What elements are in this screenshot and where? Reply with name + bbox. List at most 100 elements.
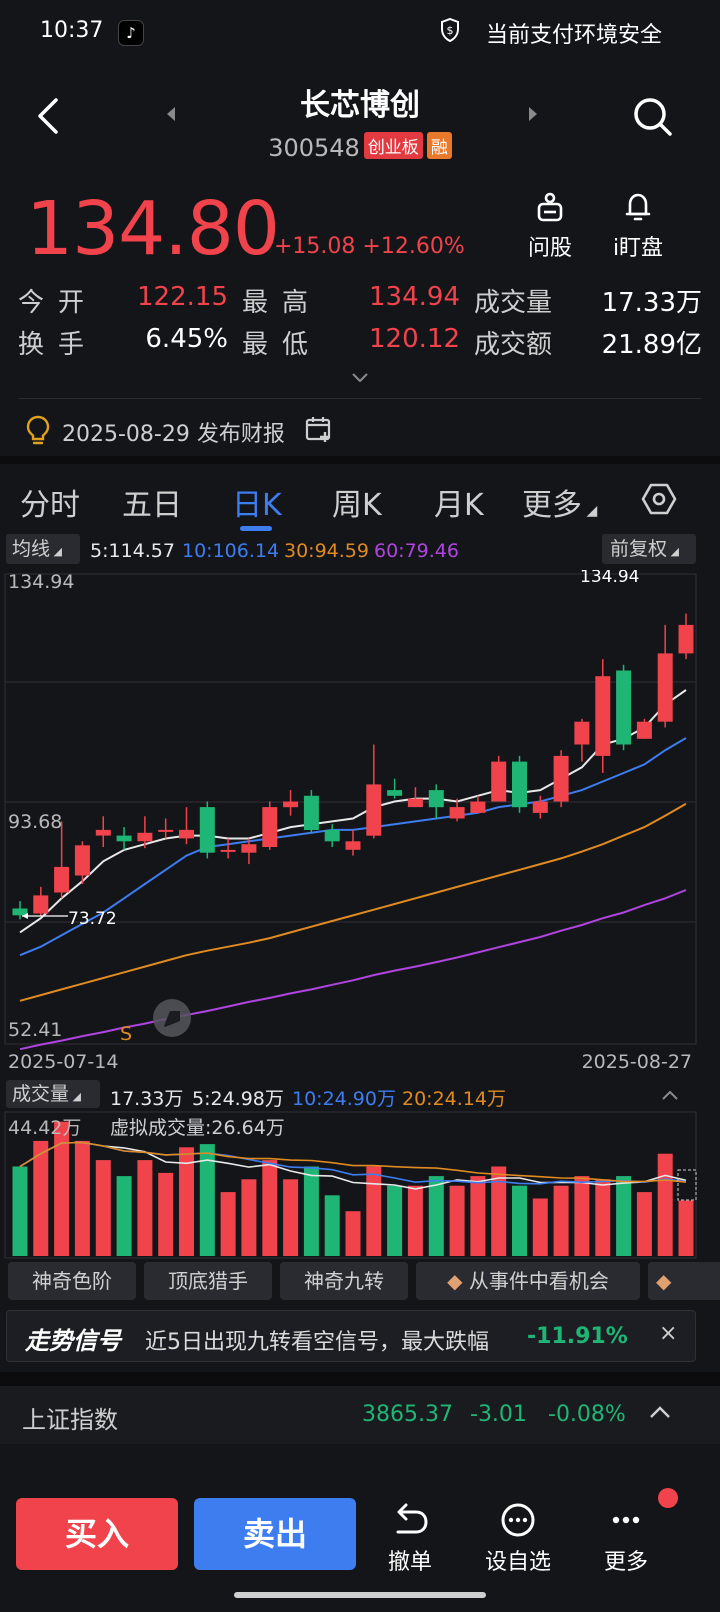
volume-bar [137,1160,153,1256]
ma-selector-label: 均线 [12,538,51,560]
expand-up-icon[interactable] [648,1404,672,1420]
volume-indicator-label: 成交量 [12,1083,70,1105]
ma-selector[interactable]: 均线 ◢ [6,534,80,564]
settings-hexagon-icon[interactable] [640,480,678,518]
divider [18,398,702,399]
volume-bar [345,1211,361,1256]
candle-body [407,798,423,808]
candle-body [449,807,465,819]
turnover-label: 换手 [18,330,99,360]
add-watchlist-button[interactable]: 设自选 [478,1502,558,1576]
shield-icon: $ [441,18,459,42]
tab-daily-k[interactable]: 日K [232,488,282,523]
index-bar[interactable]: 上证指数 3865.37 -3.01 -0.08% [0,1386,720,1444]
next-stock-icon[interactable] [528,106,538,122]
candle-body [636,721,652,739]
volume-bar [532,1198,548,1256]
chip-more-partial[interactable]: ◆ [648,1262,720,1300]
volume-bar [678,1200,694,1256]
earnings-notice[interactable]: 2025-08-29 发布财报 [20,410,700,454]
candle-body [33,895,49,914]
ma30-value: 30:94.59 [284,540,369,562]
virtual-volume-label: 虚拟成交量:26.64万 [110,1117,285,1139]
ask-stock-button[interactable]: 问股 [510,190,590,262]
clock: 10:37 [40,18,104,43]
volume-current: 17.33万 [110,1088,184,1110]
expand-chevron-icon[interactable] [350,372,370,384]
chip-top-bottom-hunter[interactable]: 顶底猎手 [144,1262,272,1300]
volume-bar [283,1179,299,1256]
volume-y-top-label: 44.42万 [8,1117,81,1139]
cancel-order-label: 撤单 [387,1550,432,1575]
candle-body [678,624,694,654]
trend-signal-bar[interactable]: 走势信号 近5日出现九转看空信号，最大跌幅 -11.91% × [6,1310,696,1362]
candle-body [220,849,236,852]
collapse-chevron-icon[interactable] [660,1088,680,1102]
volume-chart[interactable]: 44.42万 虚拟成交量:26.64万 [0,1110,720,1260]
tab-monthly-k[interactable]: 月K [434,488,484,523]
buy-button[interactable]: 买入 [16,1498,178,1570]
volume-bar [366,1166,382,1256]
candle-body [657,653,673,722]
volume-bar [116,1176,132,1256]
volume-bar [324,1195,340,1256]
index-change: -3.01 [470,1402,527,1427]
y-axis-mid-label: 93.68 [8,811,62,833]
tab-weekly-k[interactable]: 周K [332,488,382,523]
candle-body [283,801,299,808]
candle-body [137,832,153,842]
watch-label: i盯盘 [612,236,664,261]
chip-nine-turns[interactable]: 神奇九转 [280,1262,408,1300]
change-value: +15.08 [274,234,356,259]
notification-dot [658,1488,678,1508]
chip-color-scale[interactable]: 神奇色阶 [8,1262,136,1300]
candle-body [470,801,486,813]
board-tag: 创业板 [363,132,423,159]
high-value: 134.94 [369,282,460,312]
adjust-label: 前复权 [610,538,668,560]
diamond-icon: ◆ [656,1269,672,1293]
signal-text: 近5日出现九转看空信号，最大跌幅 [145,1330,489,1355]
sell-button[interactable]: 卖出 [194,1498,356,1570]
amount-value: 21.89亿 [601,330,702,360]
adjust-selector[interactable]: 前复权 ◢ [602,534,696,564]
chip-event-opportunity[interactable]: ◆ 从事件中看机会 [416,1262,640,1300]
volume-value: 17.33万 [601,288,702,318]
prev-stock-icon[interactable] [166,106,176,122]
low-label: 最低 [242,330,323,360]
close-icon[interactable]: × [659,1321,678,1346]
index-change-percent: -0.08% [548,1402,626,1427]
more-button[interactable]: 更多 [586,1502,666,1576]
volume-bar [158,1172,174,1256]
candle-body [179,829,194,839]
low-value: 120.12 [369,324,460,354]
tab-five-day[interactable]: 五日 [122,488,182,523]
search-icon[interactable] [632,96,674,138]
volume-ma5: 5:24.98万 [192,1088,284,1110]
volume-bar [179,1147,194,1256]
volume-label: 成交量 [474,288,553,318]
volume-bar [595,1179,611,1256]
cancel-order-button[interactable]: 撤单 [370,1502,450,1576]
candle-body [553,755,569,802]
section-gap [0,1372,720,1386]
candle-body [199,807,215,853]
watch-button[interactable]: i盯盘 [598,190,678,262]
volume-indicator-selector[interactable]: 成交量 ◢ [6,1080,100,1108]
candle-body [12,908,28,916]
index-name: 上证指数 [22,1406,118,1434]
back-icon[interactable] [34,96,62,136]
x-axis-start-label: 2025-07-14 [8,1051,118,1073]
tab-more[interactable]: 更多 ◢ [522,480,597,524]
stock-name: 长芯博创 [300,88,420,123]
volume-bar [74,1140,90,1256]
volume-bar [428,1176,444,1256]
candle-body [95,829,111,836]
candlestick-chart[interactable]: 134.94 93.68 52.41 134.94 73.72 S 2025-0… [0,570,720,1080]
notice-text: 2025-08-29 发布财报 [62,422,285,447]
pencil-shape [164,1011,180,1027]
tab-intraday[interactable]: 分时 [20,488,80,523]
candle-body [512,761,527,808]
tiktok-icon: ♪ [118,20,144,46]
volume-bar [241,1179,257,1256]
